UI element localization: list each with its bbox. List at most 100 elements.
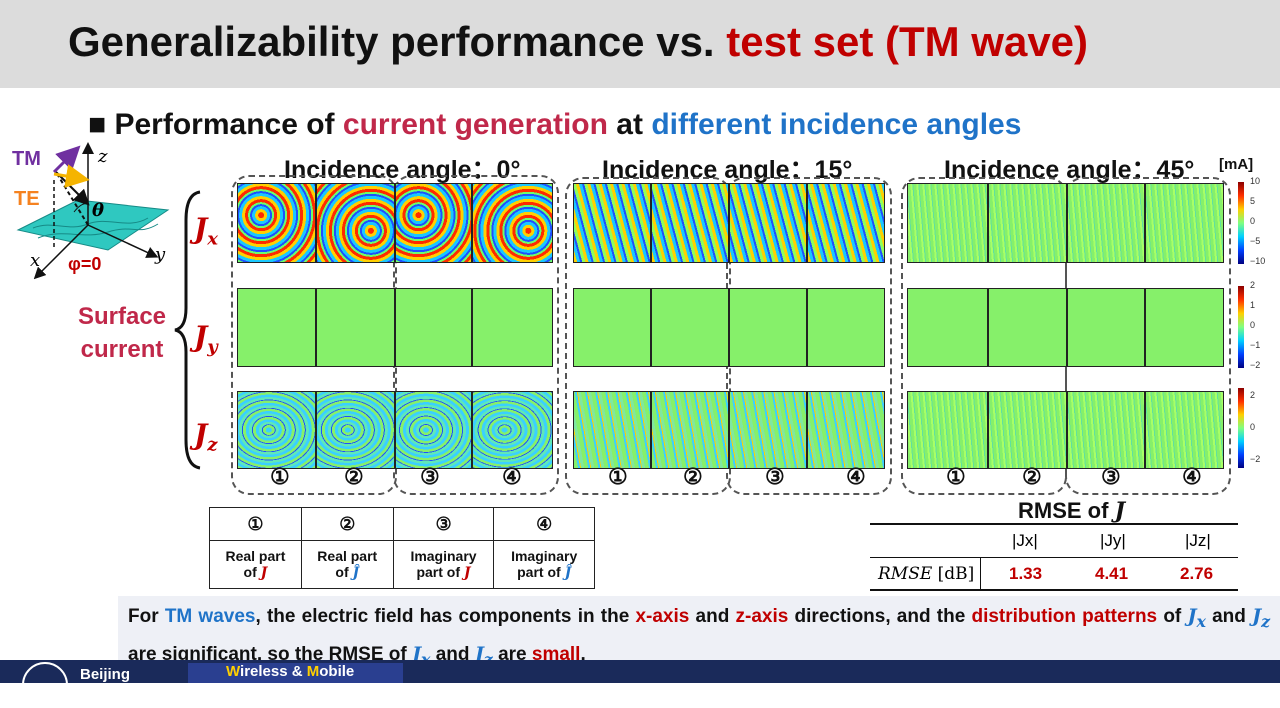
rmse-value-jx: 1.33 [1009,564,1043,583]
tm-label: TM [12,148,41,170]
subtitle-highlight: current generation [342,108,608,141]
field-map-panel [988,391,1067,469]
row-label-jx: Jx [194,212,218,250]
panel-index-label: ③ [1101,464,1121,489]
brace-icon [174,190,201,470]
field-map-panel [988,183,1067,263]
field-map-panel [651,288,729,367]
footer-lab-banner: Wireless & Mobile [188,663,403,683]
panel-index-label: ③ [420,464,440,489]
field-map-panel [1067,391,1145,469]
incidence-diagram [16,142,170,280]
field-map-panel [1145,183,1224,263]
surface-plane [16,199,170,251]
field-map-panel [573,391,651,469]
panel-index-label: ① [270,464,290,489]
field-map-panel [1067,288,1145,367]
footer-left-text: Beijing [80,666,131,683]
z-axis-label: z [98,146,108,167]
legend-table: ① ② ③ ④ Real part of J Real part of Ĵ Imag… [209,507,595,589]
field-map-panel [395,391,472,469]
x-axis-label: x [30,250,41,271]
subtitle-text: at [616,108,643,141]
rmse-rule-top [870,523,1238,525]
note-text: For TM waves, the electric field has com… [128,605,1271,669]
subtitle-highlight: different incidence angles [651,108,1022,141]
rmse-rule-vertical [980,557,981,589]
panel-index-label: ③ [765,464,785,489]
colorbar-jx [1238,182,1244,264]
title-highlight: test set (TM wave) [726,18,1089,65]
field-map-panel [807,391,885,469]
phi-label: φ=0 [68,254,102,274]
field-map-panel [1145,391,1224,469]
field-map-panel [395,183,472,263]
colorbar-jz [1238,388,1244,468]
panel-index-label: ① [946,464,966,489]
field-map-panel [316,288,395,367]
field-map-panel [907,183,988,263]
legend-num: ④ [493,507,595,541]
colorbar-jy [1238,286,1244,368]
field-map-panel [651,183,729,263]
theta-label: θ [92,200,105,221]
field-map-panel [1145,288,1224,367]
y-axis-label: y [155,244,166,265]
legend-num: ③ [392,507,495,541]
field-map-panel [395,288,472,367]
rmse-value-jz: 2.76 [1180,564,1214,583]
row-label-jy: Jy [194,320,218,358]
angle-label-45: Incidence angle：45° [944,156,1195,184]
surface-current-label: Surface current [77,303,167,363]
field-map-panel [237,391,316,469]
panel-index-label: ④ [846,464,866,489]
field-map-panel [573,288,651,367]
field-map-panel [316,391,395,469]
rmse-col-jz: |Jz| [1185,531,1211,550]
field-map-panel [651,391,729,469]
field-map-panel [988,288,1067,367]
field-map-panel [807,183,885,263]
row-label-jz: Jz [194,418,218,456]
field-map-panel [729,288,807,367]
field-map-panel [907,391,988,469]
field-map-panel [807,288,885,367]
field-map-panel [237,288,316,367]
field-map-panel [316,183,395,263]
subtitle: ■ Performance of current generation at d… [88,108,1021,142]
panel-index-label: ④ [502,464,522,489]
field-map-panel [573,183,651,263]
te-label: TE [14,188,40,210]
rmse-row-label: RMSE [dB] [878,564,975,584]
note-box [118,596,1280,663]
slide-title: Generalizability performance vs. test se… [68,18,1088,66]
legend-desc: Imaginary part of J [392,540,495,589]
bullet-icon: ■ [88,108,107,141]
university-logo-icon [22,662,68,708]
header-bar [0,0,1280,88]
field-map-panel [472,183,553,263]
legend-num: ② [300,507,394,541]
field-map-panel [237,183,316,263]
field-map-panel [472,288,553,367]
field-map-panel [472,391,553,469]
panel-index-label: ② [683,464,703,489]
subtitle-text: Performance of [114,108,335,141]
rmse-col-jy: |Jy| [1100,531,1126,550]
legend-desc: Real part of J [209,540,302,589]
legend-desc: Imaginary part of Ĵ [493,540,595,589]
rmse-rule-bottom [870,589,1238,591]
field-map-panel [907,288,988,367]
unit-label: [mA] [1219,156,1254,173]
panel-index-label: ④ [1182,464,1202,489]
panel-index-label: ② [1022,464,1042,489]
legend-num: ① [209,507,302,541]
rmse-col-jx: |Jx| [1012,531,1038,550]
panel-index-label: ② [344,464,364,489]
legend-desc: Real part of Ĵ [300,540,394,589]
rmse-title: RMSE of J [1018,498,1125,524]
field-map-panel [1067,183,1145,263]
angle-label-15: Incidence angle：15° [602,156,853,184]
rmse-rule-mid [870,557,1238,558]
title-text: Generalizability performance vs. [68,18,715,65]
